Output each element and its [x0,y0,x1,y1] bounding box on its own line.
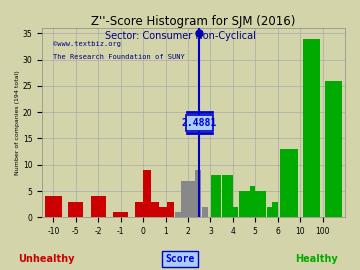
FancyBboxPatch shape [186,114,213,131]
Title: Z''-Score Histogram for SJM (2016): Z''-Score Histogram for SJM (2016) [91,15,296,28]
Text: ©www.textbiz.org: ©www.textbiz.org [54,41,121,47]
Bar [91,196,106,217]
Bar [261,191,266,217]
Bar [188,181,195,217]
Bar [202,207,208,217]
Bar [250,186,255,217]
Bar [159,207,167,217]
Bar [175,212,181,217]
Bar [222,175,233,217]
Bar [267,207,272,217]
Bar [233,207,238,217]
Bar [135,202,143,217]
Bar [303,39,320,217]
Bar [244,191,249,217]
Bar [113,212,128,217]
Bar [280,149,298,217]
Bar [143,170,151,217]
Bar [167,202,174,217]
Text: Sector: Consumer Non-Cyclical: Sector: Consumer Non-Cyclical [104,31,256,41]
Bar [211,175,221,217]
Bar [45,196,62,217]
Bar [239,191,244,217]
Bar [325,81,342,217]
Bar [255,191,261,217]
Text: Unhealthy: Unhealthy [19,254,75,264]
Bar [151,202,159,217]
Bar [181,181,188,217]
Text: Healthy: Healthy [296,254,338,264]
Bar [195,170,201,217]
Text: 2.4881: 2.4881 [181,118,217,128]
Y-axis label: Number of companies (194 total): Number of companies (194 total) [15,70,20,175]
Bar [68,202,84,217]
Text: Score: Score [165,254,195,264]
Text: The Research Foundation of SUNY: The Research Foundation of SUNY [54,54,185,60]
Bar [272,202,278,217]
